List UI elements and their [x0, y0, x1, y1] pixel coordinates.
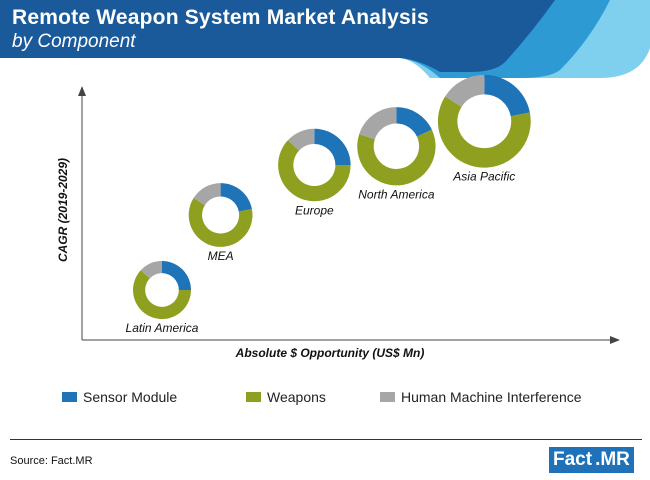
header-background [0, 0, 650, 78]
donut-slice-north-america-2 [359, 107, 397, 140]
legend-swatch-weapons [246, 392, 261, 402]
y-axis-arrow [78, 86, 86, 96]
donut-slice-europe-0 [314, 128, 351, 165]
legend-label-weapons: Weapons [267, 389, 326, 405]
donut-slice-north-america-0 [396, 107, 432, 137]
donut-slice-latin-america-1 [132, 270, 191, 319]
source-note: Source: Fact.MR [10, 455, 93, 467]
legend-label-sensor-module: Sensor Module [83, 389, 178, 405]
donut-slice-mea-1 [188, 197, 253, 247]
donut-slice-mea-0 [220, 183, 252, 212]
legend-item-weapons: Weapons [246, 389, 326, 405]
y-axis-label: CAGR (2019-2029) [53, 130, 73, 290]
legend: Sensor Module Weapons Human Machine Inte… [0, 389, 650, 411]
factmr-logo: Fact . MR [549, 447, 634, 473]
x-axis-label: Absolute $ Opportunity (US$ Mn) [235, 346, 425, 360]
chart-subtitle: by Component [12, 31, 136, 52]
logo-mr-text: MR [600, 447, 634, 473]
legend-swatch-sensor-module [62, 392, 77, 402]
donut-slice-asia-pacific-1 [437, 96, 531, 168]
header-banner: Remote Weapon System Market Analysis by … [0, 0, 650, 80]
donut-slice-asia-pacific-2 [445, 74, 485, 107]
region-label-europe: Europe [295, 203, 334, 217]
donut-slice-europe-1 [278, 140, 351, 202]
donut-slice-mea-2 [193, 183, 221, 206]
region-label-north-america: North America [358, 187, 435, 201]
footer-divider [10, 439, 642, 440]
donut-group: Latin America MEA Europe North America Asia … [126, 74, 531, 335]
logo-dot-text: . [595, 447, 601, 473]
logo-fact-text: Fact [549, 447, 596, 473]
donut-slice-asia-pacific-0 [484, 74, 530, 117]
y-axis-label-text: CAGR (2019-2029) [56, 157, 70, 263]
region-label-latin-america: Latin America [126, 321, 199, 335]
x-axis-arrow [610, 336, 620, 344]
region-label-mea: MEA [208, 249, 234, 263]
legend-item-hmi: Human Machine Interference [380, 389, 582, 405]
legend-label-hmi: Human Machine Interference [401, 389, 582, 405]
donut-slice-latin-america-2 [140, 261, 162, 279]
donut-slice-europe-2 [287, 128, 315, 151]
legend-swatch-hmi [380, 392, 395, 402]
chart-title: Remote Weapon System Market Analysis [12, 6, 429, 29]
region-label-asia-pacific: Asia Pacific [452, 170, 515, 184]
legend-item-sensor-module: Sensor Module [62, 389, 177, 405]
donut-slice-north-america-1 [357, 129, 436, 186]
donut-slice-latin-america-0 [162, 261, 191, 290]
header-wave-dark [0, 0, 555, 72]
